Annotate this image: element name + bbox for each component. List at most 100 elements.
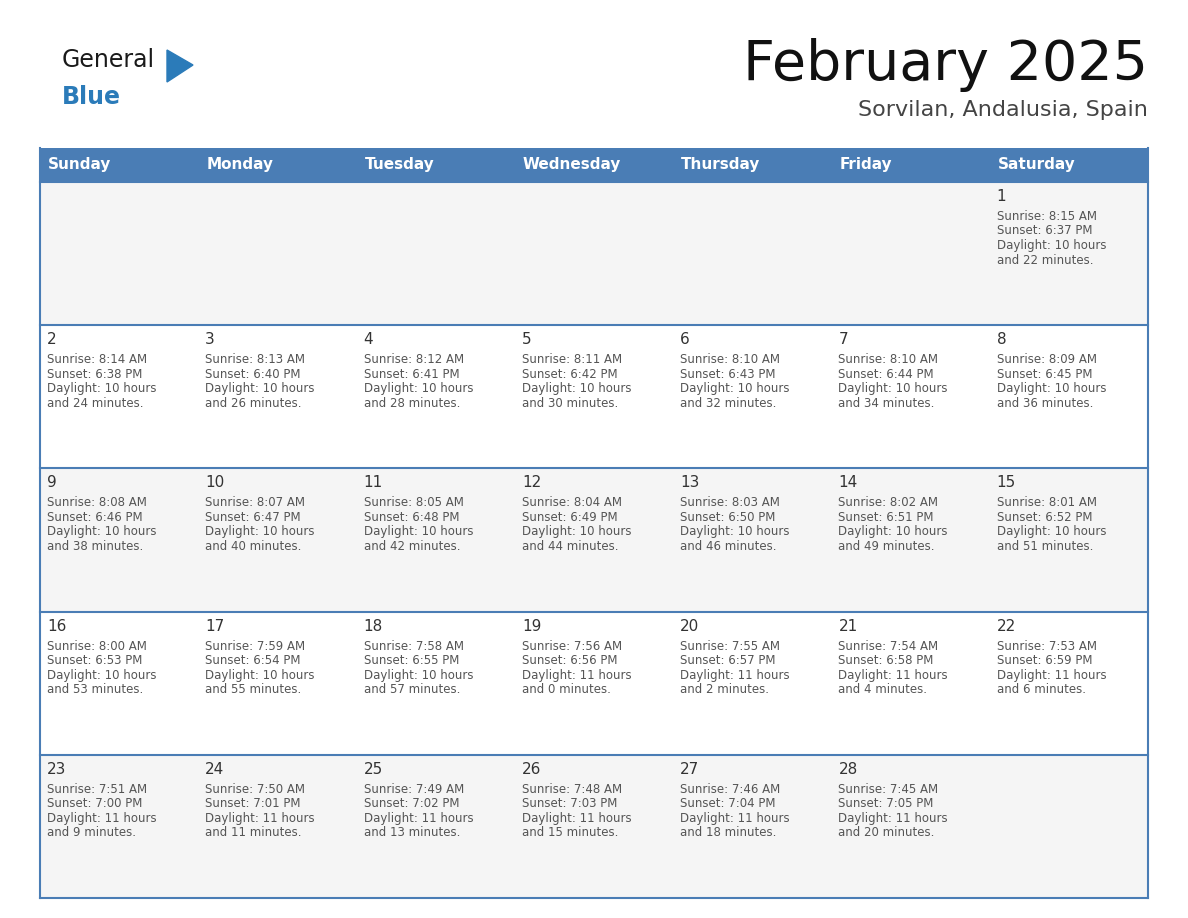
Text: Daylight: 10 hours: Daylight: 10 hours — [48, 382, 157, 396]
Text: Sunset: 6:52 PM: Sunset: 6:52 PM — [997, 511, 1092, 524]
Text: Sunrise: 8:15 AM: Sunrise: 8:15 AM — [997, 210, 1097, 223]
Text: Sunset: 6:51 PM: Sunset: 6:51 PM — [839, 511, 934, 524]
Text: and 22 minutes.: and 22 minutes. — [997, 253, 1093, 266]
Text: Sunrise: 8:05 AM: Sunrise: 8:05 AM — [364, 497, 463, 509]
Text: Sunset: 6:44 PM: Sunset: 6:44 PM — [839, 368, 934, 381]
Text: Daylight: 10 hours: Daylight: 10 hours — [997, 525, 1106, 538]
Text: Sunset: 6:37 PM: Sunset: 6:37 PM — [997, 225, 1092, 238]
Text: Daylight: 11 hours: Daylight: 11 hours — [997, 668, 1106, 681]
Text: and 57 minutes.: and 57 minutes. — [364, 683, 460, 696]
Text: Sunset: 7:01 PM: Sunset: 7:01 PM — [206, 798, 301, 811]
Text: Wednesday: Wednesday — [523, 158, 621, 173]
Text: and 13 minutes.: and 13 minutes. — [364, 826, 460, 839]
Text: Sunrise: 7:55 AM: Sunrise: 7:55 AM — [681, 640, 781, 653]
Text: Daylight: 10 hours: Daylight: 10 hours — [839, 382, 948, 396]
Text: Sunset: 6:50 PM: Sunset: 6:50 PM — [681, 511, 776, 524]
Bar — [40, 182, 1148, 325]
Text: Monday: Monday — [207, 158, 273, 173]
Text: Sunset: 6:55 PM: Sunset: 6:55 PM — [364, 655, 459, 667]
Text: Sunrise: 8:12 AM: Sunrise: 8:12 AM — [364, 353, 463, 366]
Polygon shape — [168, 50, 192, 82]
Text: and 44 minutes.: and 44 minutes. — [522, 540, 619, 553]
Text: 23: 23 — [48, 762, 67, 777]
Text: Sunset: 7:04 PM: Sunset: 7:04 PM — [681, 798, 776, 811]
Text: 4: 4 — [364, 332, 373, 347]
Text: Daylight: 10 hours: Daylight: 10 hours — [48, 525, 157, 538]
Text: Daylight: 11 hours: Daylight: 11 hours — [681, 812, 790, 824]
Bar — [40, 148, 1148, 182]
Text: Daylight: 11 hours: Daylight: 11 hours — [522, 668, 632, 681]
Text: Sunrise: 8:07 AM: Sunrise: 8:07 AM — [206, 497, 305, 509]
Text: Sunrise: 7:56 AM: Sunrise: 7:56 AM — [522, 640, 623, 653]
Text: Sunset: 6:53 PM: Sunset: 6:53 PM — [48, 655, 143, 667]
Text: Daylight: 10 hours: Daylight: 10 hours — [206, 525, 315, 538]
Text: Daylight: 11 hours: Daylight: 11 hours — [522, 812, 632, 824]
Text: Sunset: 7:02 PM: Sunset: 7:02 PM — [364, 798, 459, 811]
Text: and 34 minutes.: and 34 minutes. — [839, 397, 935, 409]
Text: 19: 19 — [522, 619, 542, 633]
Text: 2: 2 — [48, 332, 57, 347]
Text: and 42 minutes.: and 42 minutes. — [364, 540, 460, 553]
Text: and 32 minutes.: and 32 minutes. — [681, 397, 777, 409]
Text: and 40 minutes.: and 40 minutes. — [206, 540, 302, 553]
Text: 17: 17 — [206, 619, 225, 633]
Text: Sunrise: 7:48 AM: Sunrise: 7:48 AM — [522, 783, 623, 796]
Text: 21: 21 — [839, 619, 858, 633]
Text: and 4 minutes.: and 4 minutes. — [839, 683, 928, 696]
Text: Sunrise: 7:50 AM: Sunrise: 7:50 AM — [206, 783, 305, 796]
Text: 16: 16 — [48, 619, 67, 633]
Text: 3: 3 — [206, 332, 215, 347]
Text: Sunset: 6:47 PM: Sunset: 6:47 PM — [206, 511, 301, 524]
Text: 9: 9 — [48, 476, 57, 490]
Text: Daylight: 11 hours: Daylight: 11 hours — [839, 812, 948, 824]
Text: Sunset: 6:38 PM: Sunset: 6:38 PM — [48, 368, 143, 381]
Text: Sunrise: 7:46 AM: Sunrise: 7:46 AM — [681, 783, 781, 796]
Text: Daylight: 10 hours: Daylight: 10 hours — [522, 525, 631, 538]
Text: Sunrise: 7:54 AM: Sunrise: 7:54 AM — [839, 640, 939, 653]
Text: Daylight: 10 hours: Daylight: 10 hours — [839, 525, 948, 538]
Text: Sunset: 6:58 PM: Sunset: 6:58 PM — [839, 655, 934, 667]
Text: Sunrise: 7:58 AM: Sunrise: 7:58 AM — [364, 640, 463, 653]
Text: Daylight: 11 hours: Daylight: 11 hours — [839, 668, 948, 681]
Text: Sunrise: 7:45 AM: Sunrise: 7:45 AM — [839, 783, 939, 796]
Text: Sunrise: 7:53 AM: Sunrise: 7:53 AM — [997, 640, 1097, 653]
Text: Daylight: 10 hours: Daylight: 10 hours — [364, 382, 473, 396]
Text: Sorvilan, Andalusia, Spain: Sorvilan, Andalusia, Spain — [858, 100, 1148, 120]
Text: 18: 18 — [364, 619, 383, 633]
Text: Tuesday: Tuesday — [365, 158, 435, 173]
Text: Sunset: 6:54 PM: Sunset: 6:54 PM — [206, 655, 301, 667]
Text: Daylight: 11 hours: Daylight: 11 hours — [364, 812, 473, 824]
Text: 27: 27 — [681, 762, 700, 777]
Text: Daylight: 11 hours: Daylight: 11 hours — [206, 812, 315, 824]
Text: Friday: Friday — [840, 158, 892, 173]
Text: and 15 minutes.: and 15 minutes. — [522, 826, 618, 839]
Text: and 9 minutes.: and 9 minutes. — [48, 826, 135, 839]
Text: Sunrise: 8:09 AM: Sunrise: 8:09 AM — [997, 353, 1097, 366]
Text: Sunrise: 8:08 AM: Sunrise: 8:08 AM — [48, 497, 147, 509]
Text: 24: 24 — [206, 762, 225, 777]
Text: Sunrise: 8:04 AM: Sunrise: 8:04 AM — [522, 497, 621, 509]
Text: 11: 11 — [364, 476, 383, 490]
Text: Daylight: 11 hours: Daylight: 11 hours — [681, 668, 790, 681]
Text: and 30 minutes.: and 30 minutes. — [522, 397, 618, 409]
Text: Sunset: 7:03 PM: Sunset: 7:03 PM — [522, 798, 618, 811]
Text: Sunday: Sunday — [48, 158, 112, 173]
Text: Sunrise: 8:14 AM: Sunrise: 8:14 AM — [48, 353, 147, 366]
Bar — [40, 468, 1148, 611]
Text: Sunrise: 8:00 AM: Sunrise: 8:00 AM — [48, 640, 147, 653]
Text: Daylight: 10 hours: Daylight: 10 hours — [997, 239, 1106, 252]
Text: Sunset: 6:48 PM: Sunset: 6:48 PM — [364, 511, 459, 524]
Text: 20: 20 — [681, 619, 700, 633]
Text: 25: 25 — [364, 762, 383, 777]
Text: Sunset: 6:59 PM: Sunset: 6:59 PM — [997, 655, 1092, 667]
Text: Sunset: 6:43 PM: Sunset: 6:43 PM — [681, 368, 776, 381]
Text: Thursday: Thursday — [681, 158, 760, 173]
Text: Daylight: 10 hours: Daylight: 10 hours — [681, 382, 790, 396]
Text: 26: 26 — [522, 762, 542, 777]
Text: Sunset: 6:45 PM: Sunset: 6:45 PM — [997, 368, 1092, 381]
Text: Sunset: 6:56 PM: Sunset: 6:56 PM — [522, 655, 618, 667]
Text: and 38 minutes.: and 38 minutes. — [48, 540, 144, 553]
Text: Sunset: 7:00 PM: Sunset: 7:00 PM — [48, 798, 143, 811]
Text: 14: 14 — [839, 476, 858, 490]
Text: and 28 minutes.: and 28 minutes. — [364, 397, 460, 409]
